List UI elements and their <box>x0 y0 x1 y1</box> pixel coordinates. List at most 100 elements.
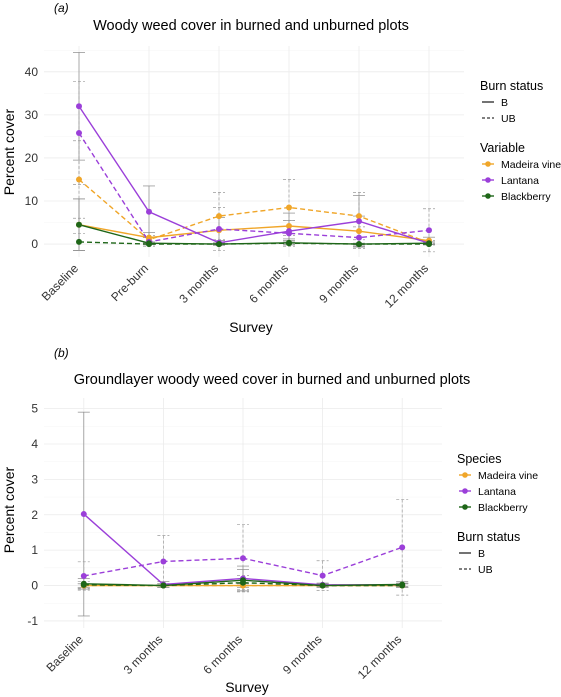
data-point <box>146 208 152 215</box>
series-group <box>73 52 435 253</box>
data-point <box>76 103 82 110</box>
data-point <box>216 213 222 220</box>
y-tick-label: -1 <box>27 614 38 628</box>
legend-key-point <box>485 161 491 167</box>
data-point <box>216 226 222 233</box>
data-point <box>356 228 362 235</box>
data-point <box>146 241 152 248</box>
data-point <box>356 234 362 241</box>
x-tick-label: Baseline <box>43 632 86 675</box>
series-line-lantana-ub <box>78 132 430 243</box>
x-axis-title: Survey <box>225 679 269 695</box>
legend-label: Blackberry <box>501 191 551 203</box>
legend-label: Madeira vine <box>501 159 561 171</box>
data-point <box>76 176 82 183</box>
x-tick-label: Baseline <box>39 261 82 304</box>
legend-key-point <box>485 177 491 183</box>
x-tick-label: 3 months <box>121 632 166 677</box>
panel-label: (b) <box>54 346 69 360</box>
legend-label: Madeira vine <box>478 470 538 482</box>
data-point <box>80 581 87 588</box>
series-line-blackberry-ub <box>78 241 429 245</box>
legend-key-point <box>462 472 468 478</box>
gridlines <box>44 398 442 628</box>
error-bar <box>316 560 329 591</box>
data-point <box>80 572 87 579</box>
legend-label: UB <box>478 564 493 576</box>
x-tick-label: 9 months <box>316 261 361 306</box>
data-point <box>286 222 292 229</box>
error-bar <box>77 561 90 591</box>
chart-title: Woody weed cover in burned and unburned … <box>93 18 409 34</box>
x-tick-label: Pre-burn <box>108 261 151 304</box>
data-point <box>399 582 406 589</box>
series-line-lantana-b <box>78 105 430 244</box>
data-point <box>286 230 292 237</box>
legend-label: Lantana <box>478 486 516 498</box>
data-point <box>319 582 326 589</box>
y-tick-label: 30 <box>25 108 39 122</box>
chart-panel-2: (b) Groundlayer woody weed cover in burne… <box>1 346 538 695</box>
legend-key-point <box>462 504 468 510</box>
data-point <box>426 227 432 234</box>
data-point <box>286 240 292 247</box>
gridlines <box>44 46 464 257</box>
legend-key-point <box>462 488 468 494</box>
x-tick-label: 3 months <box>176 261 221 306</box>
x-tick-label: 6 months <box>200 632 245 677</box>
data-point <box>319 572 326 579</box>
legend-title-species: Species <box>457 452 501 466</box>
data-point <box>76 238 82 245</box>
legend-title-burn-status: Burn status <box>457 530 520 544</box>
x-tick-label: 9 months <box>280 632 325 677</box>
y-tick-label: 3 <box>31 472 38 486</box>
legend-label: B <box>501 97 508 109</box>
y-tick-label: 2 <box>31 508 38 522</box>
legend: Species Madeira vine Lantana Blackberry Burn… <box>457 452 538 576</box>
legend: Burn status B UB Variable Madeira vine Lantan… <box>480 79 561 203</box>
data-point <box>426 241 432 248</box>
chart-title: Groundlayer woody weed cover in burned a… <box>74 372 471 388</box>
y-tick-label: 10 <box>25 194 39 208</box>
data-point <box>160 558 167 565</box>
y-tick-label: 0 <box>31 579 38 593</box>
data-point <box>76 221 82 228</box>
data-point <box>399 544 406 551</box>
legend-label: Blackberry <box>478 502 528 514</box>
x-axis-title: Survey <box>229 319 273 335</box>
series-line-madeira-vine-b <box>78 224 430 242</box>
x-tick-label: 12 months <box>382 261 432 311</box>
y-tick-label: 40 <box>25 65 39 79</box>
series-line-blackberry-ub <box>83 582 403 587</box>
data-point <box>76 129 82 136</box>
legend-label: Lantana <box>501 175 539 187</box>
data-point <box>356 241 362 248</box>
data-point <box>240 555 246 562</box>
y-tick-label: 20 <box>25 151 39 165</box>
series-group <box>77 411 409 617</box>
y-tick-label: 1 <box>31 543 38 557</box>
data-point <box>356 213 362 220</box>
data-point <box>160 582 167 589</box>
x-tick-label: 12 months <box>355 632 405 682</box>
legend-label: B <box>478 548 485 560</box>
data-point <box>286 204 292 211</box>
chart-panel-1: (a) Woody weed cover in burned and unburn… <box>1 1 561 335</box>
y-tick-label: 5 <box>31 402 38 416</box>
data-point <box>80 511 87 518</box>
legend-title-burn-status: Burn status <box>480 79 543 93</box>
series-line-madeira-vine-ub <box>78 178 430 244</box>
y-axis-title: Percent cover <box>1 466 17 553</box>
y-axis-title: Percent cover <box>1 108 17 195</box>
x-tick-label: 6 months <box>246 261 291 306</box>
legend-key-point <box>485 193 491 199</box>
panel-label: (a) <box>54 1 69 15</box>
data-point <box>240 579 246 586</box>
legend-title-species: Variable <box>480 141 525 155</box>
y-tick-label: 4 <box>31 437 38 451</box>
legend-label: UB <box>501 113 516 125</box>
error-bar <box>73 232 85 251</box>
y-tick-label: 0 <box>31 237 38 251</box>
data-point <box>356 218 362 225</box>
